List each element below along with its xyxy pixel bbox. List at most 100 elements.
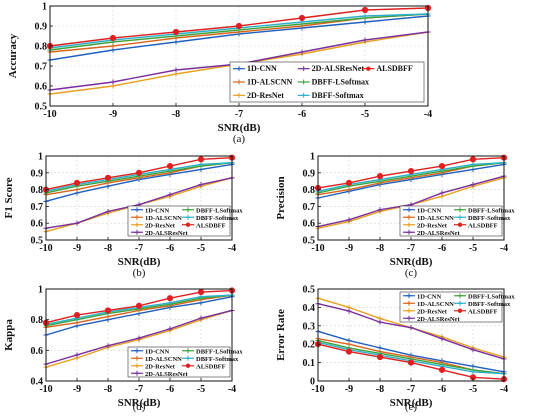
x-tick-label: -5 bbox=[361, 109, 369, 120]
legend-label: DBFF-LSoftmax bbox=[468, 207, 515, 214]
data-point bbox=[105, 208, 111, 214]
data-point bbox=[166, 162, 174, 170]
legend-label: 1D-ALSCNN bbox=[247, 78, 293, 87]
legend-marker bbox=[301, 92, 307, 98]
data-point bbox=[299, 49, 305, 55]
data-point bbox=[197, 288, 205, 296]
y-tick-label: 0.9 bbox=[35, 22, 48, 33]
x-tick-label: -8 bbox=[104, 384, 112, 395]
x-tick-label: -8 bbox=[376, 243, 384, 254]
legend-marker bbox=[301, 79, 307, 85]
legend-label: 2D-ResNet bbox=[145, 363, 176, 370]
y-tick-label: 0.8 bbox=[35, 42, 48, 53]
y-axis-label: Error Rate bbox=[275, 309, 287, 361]
legend-marker bbox=[134, 222, 140, 228]
data-point bbox=[361, 6, 369, 14]
y-tick-label: 0.6 bbox=[31, 346, 44, 357]
legend-marker bbox=[134, 214, 140, 220]
x-tick-label: -10 bbox=[311, 243, 324, 254]
legend-marker bbox=[134, 370, 140, 376]
legend-marker bbox=[457, 308, 463, 313]
y-tick-label: 0.5 bbox=[303, 285, 316, 296]
legend-label: 1D-CNN bbox=[247, 64, 277, 73]
data-point bbox=[377, 207, 383, 213]
y-axis-label: Kappa bbox=[3, 319, 15, 351]
panel-label: (e) bbox=[405, 401, 418, 413]
legend-label: ALSDBFF bbox=[196, 222, 226, 229]
legend-marker bbox=[366, 66, 371, 71]
y-tick-label: 0.5 bbox=[35, 102, 48, 113]
x-tick-label: -9 bbox=[345, 384, 353, 395]
legend-label: DBFF-Softmax bbox=[196, 215, 239, 222]
y-axis-label: Accuracy bbox=[7, 33, 19, 78]
legend-box bbox=[127, 205, 231, 237]
legend-label: 2D-ALSResNet bbox=[417, 316, 460, 323]
x-tick-label: -6 bbox=[166, 384, 174, 395]
chart-panel-5: -10 -9 -8 -7 -6 -5 -4 0 0.1 0.2 0.3 0.4 0.5 SNR(dB) Er… bbox=[275, 285, 515, 414]
x-tick-label: -6 bbox=[166, 243, 174, 254]
data-point bbox=[198, 315, 204, 321]
y-tick-label: 0.7 bbox=[31, 202, 44, 213]
x-axis-label: SNR(dB) bbox=[390, 397, 433, 409]
legend-marker bbox=[134, 363, 140, 369]
x-tick-label: -4 bbox=[228, 384, 236, 395]
y-tick-label: 0.5 bbox=[303, 236, 316, 247]
legend-marker bbox=[301, 66, 307, 72]
data-point bbox=[376, 353, 384, 361]
data-point bbox=[74, 220, 80, 226]
legend-marker bbox=[236, 92, 242, 98]
legend-marker bbox=[406, 214, 412, 220]
x-tick-label: -7 bbox=[135, 243, 143, 254]
x-tick-label: -7 bbox=[407, 243, 415, 254]
data-point bbox=[345, 179, 353, 186]
legend-label: DBFF-Softmax bbox=[468, 215, 511, 222]
data-point bbox=[135, 169, 143, 176]
legend-label: ALSDBFF bbox=[468, 308, 498, 315]
legend-marker bbox=[185, 363, 191, 368]
y-axis-label: F1 Score bbox=[3, 177, 15, 218]
x-axis-label: SNR(dB) bbox=[118, 256, 161, 268]
y-tick-label: 0.1 bbox=[303, 358, 316, 369]
legend-label: 2D-ALSResNet bbox=[145, 371, 188, 378]
y-tick-label: 1 bbox=[38, 285, 43, 296]
legend-label: DBFF-LSoftmax bbox=[196, 207, 243, 214]
data-point bbox=[469, 156, 477, 163]
legend-marker bbox=[457, 293, 463, 299]
x-tick-label: -7 bbox=[135, 384, 143, 395]
panel-label: (c) bbox=[405, 267, 418, 279]
x-axis-label: SNR(dB) bbox=[218, 122, 261, 134]
data-point bbox=[470, 182, 476, 188]
legend-marker bbox=[406, 207, 412, 213]
y-axis-label: Precision bbox=[275, 176, 287, 219]
y-tick-label: 0.9 bbox=[303, 168, 316, 179]
legend-label: 2D-ALSResNet bbox=[417, 230, 460, 237]
x-tick-label: -9 bbox=[345, 243, 353, 254]
data-point bbox=[298, 14, 306, 22]
legend-label: 1D-CNN bbox=[145, 348, 169, 355]
legend-marker bbox=[185, 355, 191, 361]
legend-marker bbox=[236, 79, 242, 85]
data-point bbox=[73, 311, 81, 319]
x-tick-label: -4 bbox=[228, 243, 236, 254]
y-tick-label: 0.8 bbox=[31, 315, 44, 326]
x-tick-label: -4 bbox=[500, 384, 508, 395]
data-point bbox=[166, 295, 174, 302]
x-tick-label: -6 bbox=[438, 243, 446, 254]
y-tick-label: 0.8 bbox=[303, 185, 316, 196]
legend-marker bbox=[185, 214, 191, 220]
data-point bbox=[104, 307, 112, 314]
data-point bbox=[407, 168, 415, 175]
x-tick-label: -5 bbox=[197, 384, 205, 395]
x-tick-label: -7 bbox=[235, 109, 243, 120]
y-tick-label: 1 bbox=[42, 2, 47, 13]
y-tick-label: 0.7 bbox=[303, 202, 316, 213]
x-tick-label: -8 bbox=[104, 243, 112, 254]
data-point bbox=[438, 366, 446, 374]
legend-marker bbox=[236, 66, 242, 72]
data-point bbox=[167, 326, 173, 332]
data-point bbox=[173, 67, 179, 73]
